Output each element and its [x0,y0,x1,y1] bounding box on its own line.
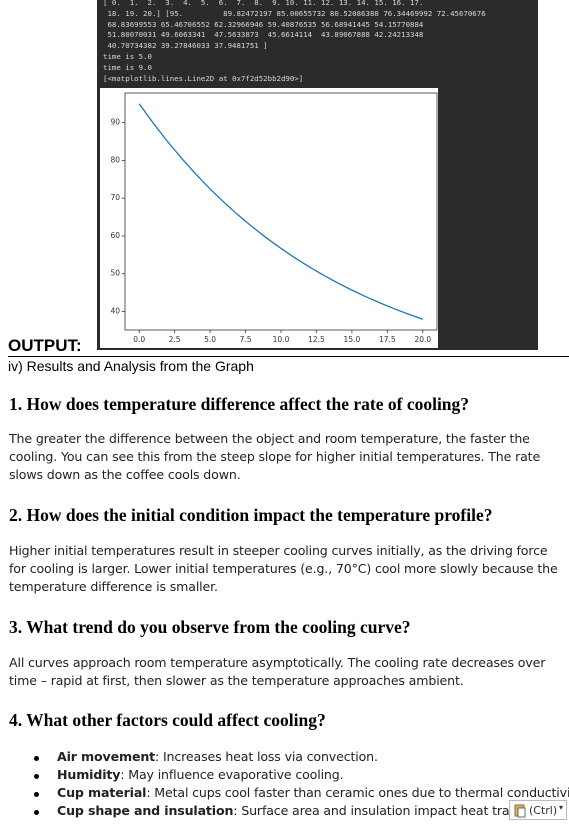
terminal-line: 68.83699553 65.46706552 62.32966946 59.4… [103,19,424,29]
table-rule [8,356,569,357]
x-tick-label: 7.5 [240,335,252,344]
y-tick-label: 90 [110,118,120,127]
y-tick-label: 80 [110,155,120,164]
question-heading: 4. What other factors could affect cooli… [9,710,326,730]
bullet-term: Cup material [57,785,147,800]
bullet-text: : May influence evaporative cooling. [120,767,344,782]
bullet-text: : Metal cups cool faster than ceramic on… [146,785,569,800]
bullet-term: Humidity [57,767,121,782]
terminal-line: 40.70734382 39.27846033 37.9481751 ] [103,41,268,51]
bullet-term: Cup shape and insulation [57,803,234,818]
x-tick-label: 5.0 [204,335,216,344]
terminal-line: 18. 19. 20.] [95. 89.82472197 85.0065573… [103,8,486,18]
terminal-line: time is 5.0 [103,52,152,61]
bullet-text: : Increases heat loss via convection. [155,749,378,764]
paste-label: (Ctrl) [529,804,558,817]
y-tick-label: 50 [110,269,120,278]
question-heading: 3. What trend do you observe from the co… [9,617,411,637]
paste-options[interactable]: (Ctrl) ▾ [509,800,567,820]
y-tick-label: 70 [110,193,120,202]
bullet-item: Humidity: May influence evaporative cool… [57,767,344,782]
bullet-item: Cup shape and insulation: Surface area a… [57,803,543,818]
plot-figure [100,88,438,348]
bullet-item: Air movement: Increases heat loss via co… [57,749,378,764]
terminal-line: 51.80070031 49.6063341 47.5633873 45.661… [103,30,424,40]
answer-paragraph: All curves approach room temperature asy… [9,655,546,688]
output-label: OUTPUT: [8,336,82,355]
y-tick-label: 60 [110,231,120,240]
paste-icon [514,804,526,818]
x-tick-label: 20.0 [414,335,431,344]
dropdown-arrow: ▾ [559,803,564,812]
x-tick-label: 2.5 [169,335,181,344]
axes-frame [124,92,438,331]
x-tick-label: 10.0 [273,335,290,344]
bullet-dot [34,810,39,815]
answer-paragraph: The greater the difference between the o… [9,431,541,482]
data-line [138,103,424,320]
x-tick-label: 12.5 [308,335,325,344]
question-heading: 2. How does the initial condition impact… [9,505,493,525]
chart: 40 50 60 70 80 90 0.0 2.5 5.0 7.5 10.0 12.5 15.0 17.5… [110,92,438,344]
terminal-line: [ 0. 1. 2. 3. 4. 5. 6. 7. 8. 9. 10. 11. … [103,0,424,7]
bullet-dot [34,774,39,779]
x-tick-label: 17.5 [379,335,396,344]
section-title: iv) Results and Analysis from the Graph [8,358,254,374]
y-tick-label: 40 [110,306,120,315]
x-tick-label: 0.0 [133,335,145,344]
terminal-line: [<matplotlib.lines.Line2D at 0x7f2d52bb2… [103,73,304,83]
answer-paragraph: Higher initial temperatures result in st… [9,543,558,594]
bullet-dot [34,792,39,797]
question-heading: 1. How does temperature difference affec… [9,394,470,414]
terminal-line: time is 9.0 [103,62,152,72]
bullet-dot [34,756,39,761]
bullet-term: Air movement [57,749,156,764]
bullet-text: : Surface area and insulation impact hea… [233,803,544,818]
bullet-item: Cup material: Metal cups cool faster tha… [57,785,569,800]
x-tick-label: 15.0 [344,335,361,344]
